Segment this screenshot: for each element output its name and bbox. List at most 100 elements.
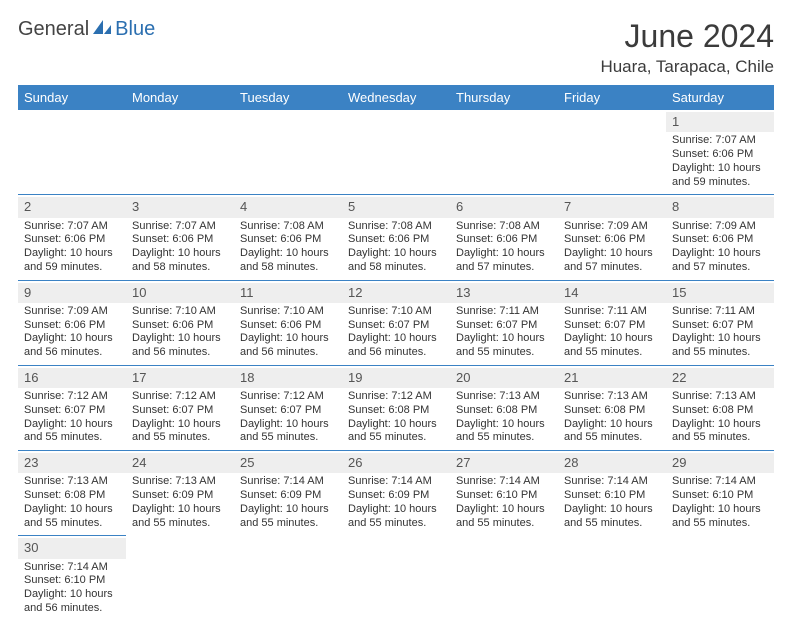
day-number: 1 [666,112,774,132]
sunrise-text: Sunrise: 7:09 AM [672,220,768,234]
sunrise-text: Sunrise: 7:14 AM [348,475,444,489]
header: General Blue June 2024 Huara, Tarapaca, … [18,18,774,77]
calendar-cell: 12Sunrise: 7:10 AMSunset: 6:07 PMDayligh… [342,280,450,365]
daylight-text: Daylight: 10 hours and 55 minutes. [564,332,660,360]
sunset-text: Sunset: 6:10 PM [564,489,660,503]
daylight-text: Daylight: 10 hours and 55 minutes. [240,418,336,446]
sunset-text: Sunset: 6:07 PM [564,319,660,333]
day-header: Saturday [666,85,774,110]
sunrise-text: Sunrise: 7:10 AM [240,305,336,319]
daylight-text: Daylight: 10 hours and 58 minutes. [240,247,336,275]
daylight-text: Daylight: 10 hours and 55 minutes. [456,503,552,531]
daylight-text: Daylight: 10 hours and 57 minutes. [564,247,660,275]
day-number: 22 [666,368,774,388]
calendar-cell [126,110,234,195]
sunset-text: Sunset: 6:07 PM [240,404,336,418]
sunrise-text: Sunrise: 7:08 AM [456,220,552,234]
calendar-cell: 19 Sunrise: 7:12 AMSunset: 6:08 PMDayligh… [342,365,450,450]
daylight-text: Daylight: 10 hours and 55 minutes. [564,503,660,531]
sunset-text: Sunset: 6:09 PM [348,489,444,503]
sunrise-text: Sunrise: 7:13 AM [672,390,768,404]
daylight-text: Daylight: 10 hours and 58 minutes. [132,247,228,275]
daylight-text: Daylight: 10 hours and 57 minutes. [456,247,552,275]
calendar-row: 16Sunrise: 7:12 AMSunset: 6:07 PMDayligh… [18,365,774,450]
day-number: 21 [558,368,666,388]
calendar-cell [558,110,666,195]
calendar-cell: 20Sunrise: 7:13 AMSunset: 6:08 PMDayligh… [450,365,558,450]
calendar-cell [342,110,450,195]
calendar-cell: 15Sunrise: 7:11 AMSunset: 6:07 PMDayligh… [666,280,774,365]
calendar-cell [234,110,342,195]
sunset-text: Sunset: 6:06 PM [456,233,552,247]
calendar-cell: 2Sunrise: 7:07 AMSunset: 6:06 PMDaylight… [18,195,126,280]
daylight-text: Daylight: 10 hours and 56 minutes. [24,588,120,616]
calendar-cell: 14Sunrise: 7:11 AMSunset: 6:07 PMDayligh… [558,280,666,365]
day-number: 26 [342,453,450,473]
sunrise-text: Sunrise: 7:11 AM [564,305,660,319]
sunset-text: Sunset: 6:06 PM [672,233,768,247]
location: Huara, Tarapaca, Chile [600,57,774,77]
calendar-cell: 10Sunrise: 7:10 AMSunset: 6:06 PMDayligh… [126,280,234,365]
sunrise-text: Sunrise: 7:10 AM [132,305,228,319]
sunrise-text: Sunrise: 7:13 AM [132,475,228,489]
day-number: 16 [18,368,126,388]
day-number: 10 [126,283,234,303]
calendar-cell: 5Sunrise: 7:08 AMSunset: 6:06 PMDaylight… [342,195,450,280]
sunset-text: Sunset: 6:08 PM [348,404,444,418]
sunrise-text: Sunrise: 7:14 AM [24,561,120,575]
calendar-cell: 28Sunrise: 7:14 AMSunset: 6:10 PMDayligh… [558,451,666,536]
sunset-text: Sunset: 6:06 PM [240,319,336,333]
calendar-cell: 23Sunrise: 7:13 AMSunset: 6:08 PMDayligh… [18,451,126,536]
sunrise-text: Sunrise: 7:12 AM [24,390,120,404]
sunrise-text: Sunrise: 7:11 AM [456,305,552,319]
calendar-cell: 29Sunrise: 7:14 AMSunset: 6:10 PMDayligh… [666,451,774,536]
logo-text-blue: Blue [115,18,155,41]
sunrise-text: Sunrise: 7:12 AM [348,390,444,404]
calendar-cell: 16Sunrise: 7:12 AMSunset: 6:07 PMDayligh… [18,365,126,450]
calendar-cell [666,536,774,621]
sunset-text: Sunset: 6:06 PM [24,319,120,333]
calendar-row: 30Sunrise: 7:14 AMSunset: 6:10 PMDayligh… [18,536,774,621]
daylight-text: Daylight: 10 hours and 58 minutes. [348,247,444,275]
sunrise-text: Sunrise: 7:14 AM [564,475,660,489]
calendar-row: 23Sunrise: 7:13 AMSunset: 6:08 PMDayligh… [18,451,774,536]
sunrise-text: Sunrise: 7:13 AM [24,475,120,489]
calendar-cell: 26Sunrise: 7:14 AMSunset: 6:09 PMDayligh… [342,451,450,536]
daylight-text: Daylight: 10 hours and 59 minutes. [672,162,768,190]
sunrise-text: Sunrise: 7:10 AM [348,305,444,319]
sunset-text: Sunset: 6:08 PM [672,404,768,418]
calendar-cell: 13Sunrise: 7:11 AMSunset: 6:07 PMDayligh… [450,280,558,365]
sunset-text: Sunset: 6:10 PM [24,574,120,588]
sunrise-text: Sunrise: 7:14 AM [672,475,768,489]
calendar-cell: 17Sunrise: 7:12 AMSunset: 6:07 PMDayligh… [126,365,234,450]
calendar-cell: 1Sunrise: 7:07 AMSunset: 6:06 PMDaylight… [666,110,774,195]
day-number: 7 [558,197,666,217]
day-number: 19 [342,368,450,388]
calendar-cell: 8Sunrise: 7:09 AMSunset: 6:06 PMDaylight… [666,195,774,280]
day-number: 17 [126,368,234,388]
calendar-cell [342,536,450,621]
day-number: 8 [666,197,774,217]
day-number: 9 [18,283,126,303]
sunset-text: Sunset: 6:06 PM [24,233,120,247]
day-header: Thursday [450,85,558,110]
sunrise-text: Sunrise: 7:08 AM [240,220,336,234]
calendar-cell: 4Sunrise: 7:08 AMSunset: 6:06 PMDaylight… [234,195,342,280]
calendar-table: SundayMondayTuesdayWednesdayThursdayFrid… [18,85,774,621]
calendar-cell [450,536,558,621]
sunset-text: Sunset: 6:06 PM [132,233,228,247]
calendar-row: 1Sunrise: 7:07 AMSunset: 6:06 PMDaylight… [18,110,774,195]
sunrise-text: Sunrise: 7:14 AM [240,475,336,489]
calendar-cell [450,110,558,195]
sunset-text: Sunset: 6:07 PM [348,319,444,333]
sunset-text: Sunset: 6:06 PM [132,319,228,333]
daylight-text: Daylight: 10 hours and 55 minutes. [456,332,552,360]
day-number: 5 [342,197,450,217]
day-number: 23 [18,453,126,473]
sunset-text: Sunset: 6:10 PM [672,489,768,503]
daylight-text: Daylight: 10 hours and 55 minutes. [456,418,552,446]
daylight-text: Daylight: 10 hours and 55 minutes. [348,418,444,446]
calendar-cell: 24Sunrise: 7:13 AMSunset: 6:09 PMDayligh… [126,451,234,536]
calendar-cell: 22Sunrise: 7:13 AMSunset: 6:08 PMDayligh… [666,365,774,450]
sunset-text: Sunset: 6:07 PM [672,319,768,333]
